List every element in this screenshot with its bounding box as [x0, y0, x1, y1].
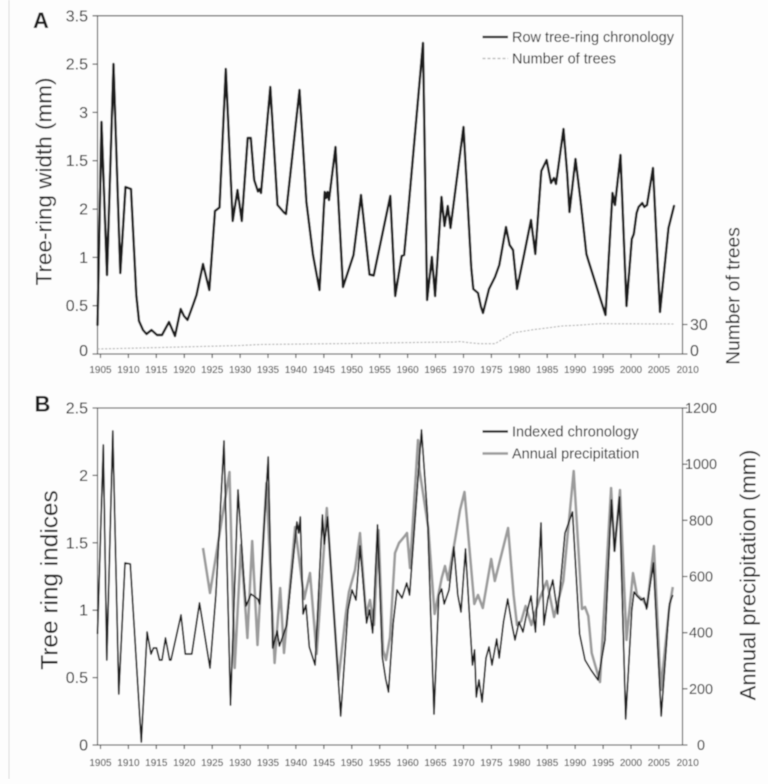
svg-text:2000: 2000 [620, 758, 643, 769]
svg-text:3: 3 [79, 105, 88, 122]
svg-text:0: 0 [79, 343, 88, 360]
svg-text:1995: 1995 [592, 758, 615, 769]
svg-text:1965: 1965 [424, 758, 447, 769]
svg-text:0: 0 [690, 343, 699, 360]
svg-text:1960: 1960 [396, 365, 419, 376]
svg-text:1925: 1925 [201, 365, 224, 376]
svg-text:1975: 1975 [480, 758, 503, 769]
svg-text:1930: 1930 [229, 365, 252, 376]
svg-text:Indexed chronology: Indexed chronology [512, 425, 639, 441]
svg-text:Annual precipitation (mm): Annual precipitation (mm) [736, 450, 761, 701]
svg-text:1915: 1915 [145, 758, 168, 769]
svg-text:2005: 2005 [648, 758, 671, 769]
svg-text:1965: 1965 [424, 365, 447, 376]
svg-text:1995: 1995 [592, 365, 615, 376]
svg-text:1.5: 1.5 [66, 535, 88, 552]
svg-text:1: 1 [79, 250, 88, 267]
svg-text:1935: 1935 [257, 365, 280, 376]
svg-text:1955: 1955 [369, 758, 392, 769]
svg-text:1980: 1980 [508, 365, 531, 376]
svg-text:1945: 1945 [313, 365, 336, 376]
svg-text:1985: 1985 [536, 758, 559, 769]
svg-text:1950: 1950 [341, 758, 364, 769]
svg-text:Tree-ring width (mm): Tree-ring width (mm) [32, 78, 57, 286]
svg-text:1000: 1000 [685, 457, 717, 473]
svg-text:2010: 2010 [677, 365, 700, 376]
svg-text:200: 200 [689, 682, 713, 698]
svg-text:1950: 1950 [341, 365, 364, 376]
svg-text:1980: 1980 [508, 758, 531, 769]
svg-text:1985: 1985 [536, 365, 559, 376]
svg-text:0: 0 [697, 738, 705, 754]
svg-text:1200: 1200 [685, 401, 717, 417]
svg-text:3.5: 3.5 [66, 8, 88, 25]
svg-text:Number of trees: Number of trees [512, 52, 616, 68]
svg-text:1940: 1940 [285, 758, 308, 769]
svg-text:30: 30 [690, 317, 708, 334]
svg-text:0: 0 [79, 738, 88, 755]
svg-text:1910: 1910 [117, 365, 140, 376]
svg-text:1970: 1970 [452, 758, 475, 769]
svg-text:1910: 1910 [117, 758, 140, 769]
svg-text:1930: 1930 [229, 758, 252, 769]
svg-text:1940: 1940 [285, 365, 308, 376]
svg-text:1955: 1955 [369, 365, 392, 376]
svg-text:0.5: 0.5 [66, 298, 88, 315]
svg-text:1990: 1990 [564, 365, 587, 376]
svg-text:1925: 1925 [201, 758, 224, 769]
svg-text:400: 400 [689, 626, 713, 642]
svg-text:1935: 1935 [257, 758, 280, 769]
svg-text:Number of trees: Number of trees [724, 227, 745, 365]
svg-text:2010: 2010 [677, 758, 700, 769]
svg-text:Annual precipitation: Annual precipitation [512, 447, 639, 463]
svg-text:1905: 1905 [89, 758, 112, 769]
svg-text:1915: 1915 [145, 365, 168, 376]
svg-text:B: B [35, 392, 51, 417]
svg-text:1975: 1975 [480, 365, 503, 376]
svg-text:Row tree-ring chronology: Row tree-ring chronology [512, 30, 675, 46]
svg-text:2.5: 2.5 [66, 57, 88, 74]
svg-text:1920: 1920 [173, 365, 196, 376]
svg-text:2: 2 [79, 202, 88, 219]
svg-text:1990: 1990 [564, 758, 587, 769]
svg-text:1: 1 [79, 603, 88, 620]
svg-text:1970: 1970 [452, 365, 475, 376]
svg-text:2: 2 [79, 468, 88, 485]
svg-text:1960: 1960 [396, 758, 419, 769]
svg-text:2005: 2005 [648, 365, 671, 376]
svg-text:0.5: 0.5 [66, 670, 88, 687]
svg-text:1.5: 1.5 [66, 153, 88, 170]
svg-text:1905: 1905 [89, 365, 112, 376]
svg-text:800: 800 [689, 513, 713, 529]
svg-text:A: A [33, 8, 49, 33]
svg-text:2.5: 2.5 [66, 401, 88, 418]
svg-text:1945: 1945 [313, 758, 336, 769]
svg-text:1920: 1920 [173, 758, 196, 769]
svg-text:Tree ring indices: Tree ring indices [37, 490, 64, 669]
svg-text:2000: 2000 [620, 365, 643, 376]
svg-text:600: 600 [689, 570, 713, 586]
